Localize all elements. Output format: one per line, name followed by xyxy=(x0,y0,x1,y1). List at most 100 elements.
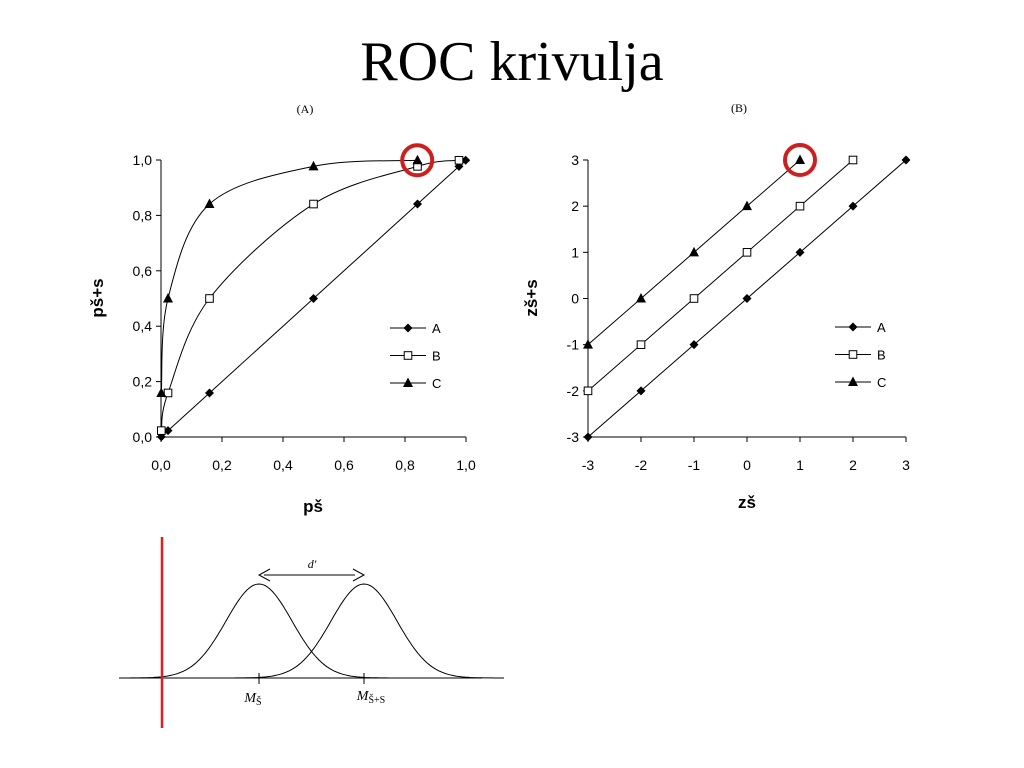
y-tick-label: -2 xyxy=(567,383,580,399)
legend-label-c: C xyxy=(877,375,886,390)
data-point-b xyxy=(848,155,858,165)
legend-marker-a xyxy=(403,323,413,333)
data-point-b xyxy=(583,386,593,396)
data-point-a xyxy=(689,340,699,350)
legend-marker-c xyxy=(848,376,858,386)
y-tick-label: -3 xyxy=(567,429,580,445)
series-markers-b xyxy=(583,154,911,442)
data-point-a xyxy=(461,155,471,165)
y-tick-label: 1,0 xyxy=(133,152,153,168)
arrowhead-left-icon xyxy=(257,568,271,582)
legend-marker-c xyxy=(403,377,413,387)
data-point-a xyxy=(848,201,858,211)
mean-label-noise: MŠ xyxy=(243,691,261,708)
legend-label-a: A xyxy=(877,320,886,335)
x-tick-label: 0,8 xyxy=(395,457,415,473)
x-tick-label: 0 xyxy=(743,457,751,473)
x-tick-label: 1,0 xyxy=(456,457,476,473)
highlight-ring-b xyxy=(783,143,817,177)
legend-marker-b xyxy=(403,351,413,360)
data-point-b xyxy=(205,294,214,303)
d-prime-label: d′ xyxy=(308,557,317,571)
highlight-ring-a xyxy=(400,143,435,178)
x-tick-label: 0,6 xyxy=(334,457,354,473)
data-point-b xyxy=(795,201,805,211)
y-tick-label: 3 xyxy=(571,152,579,168)
data-point-c xyxy=(636,293,646,303)
data-point-a xyxy=(742,294,752,303)
data-point-c xyxy=(795,154,805,164)
signal-detection-diagram: d′ MŠ MŠ+S xyxy=(119,537,504,728)
data-point-a xyxy=(309,294,318,303)
slide-title: ROC krivulja xyxy=(360,31,664,93)
y-tick-label: 1 xyxy=(571,244,579,260)
x-ticks-b: -3 -2 -1 0 1 2 3 xyxy=(582,437,910,473)
data-point-c xyxy=(742,200,752,211)
legend-marker-b xyxy=(848,350,858,359)
y-axis-label-b: zš+s xyxy=(522,279,541,316)
y-ticks-a: 0,0 0,2 0,4 0,6 0,8 1,0 xyxy=(133,152,161,445)
y-tick-label: 0,4 xyxy=(133,318,153,334)
x-tick-label: 2 xyxy=(849,457,857,473)
legend-label-a: A xyxy=(432,321,441,336)
roc-chart-a: (A) 0,0 0,2 0,4 0,6 0,8 1,0 0,0 0,2 0,4 0,6 0,8 1,… xyxy=(88,102,476,516)
data-point-b xyxy=(157,426,166,435)
data-point-c xyxy=(204,198,215,209)
y-tick-label: 0 xyxy=(571,291,579,307)
legend-marker-a xyxy=(848,322,858,332)
data-point-c xyxy=(308,160,319,171)
data-point-a xyxy=(204,388,214,398)
x-ticks-a: 0,0 0,2 0,4 0,6 0,8 1,0 xyxy=(151,437,476,473)
series-markers-a xyxy=(156,154,471,442)
y-tick-label: 0,6 xyxy=(133,263,153,279)
data-point-c xyxy=(689,246,699,257)
x-tick-label: -1 xyxy=(688,457,701,473)
data-point-b xyxy=(689,294,699,303)
panel-label-a: (A) xyxy=(297,102,314,116)
x-tick-label: 0,0 xyxy=(151,457,171,473)
x-tick-label: 3 xyxy=(902,457,910,473)
y-axis-label-a: pš+s xyxy=(88,278,107,317)
data-point-c xyxy=(156,387,167,397)
data-point-b xyxy=(309,199,318,209)
data-point-a xyxy=(795,247,805,257)
data-point-a xyxy=(901,155,911,165)
y-tick-label: 0,2 xyxy=(133,374,153,390)
distribution-curve-signal xyxy=(224,583,504,679)
y-tick-label: 2 xyxy=(571,198,579,214)
data-point-a xyxy=(163,426,173,436)
panel-label-b: (B) xyxy=(731,101,747,115)
y-tick-label: 0,0 xyxy=(133,429,153,445)
data-point-b xyxy=(636,340,646,349)
y-tick-label: 0,8 xyxy=(133,207,153,223)
y-ticks-b: -3 -2 -1 0 1 2 3 xyxy=(567,152,588,445)
mean-label-signal: MŠ+S xyxy=(356,689,385,706)
data-point-b xyxy=(454,155,464,165)
roc-chart-b: (B) -3 -2 -1 0 1 2 3 -3 -2 -1 0 1 2 3 zš zš+s ABC xyxy=(522,101,911,512)
legend-label-b: B xyxy=(877,348,886,363)
x-tick-label: 1 xyxy=(796,457,804,473)
arrowhead-right-icon xyxy=(352,568,366,582)
legend-a: ABC xyxy=(390,321,441,391)
x-tick-label: -2 xyxy=(635,457,648,473)
data-point-a xyxy=(583,432,593,442)
series-line-b xyxy=(587,159,854,392)
distribution-curve-noise xyxy=(119,583,399,679)
x-tick-label: -3 xyxy=(582,457,595,473)
legend-label-c: C xyxy=(432,376,441,391)
legend-b: ABC xyxy=(835,320,886,390)
data-point-a xyxy=(413,199,423,209)
data-point-a xyxy=(636,386,646,396)
y-tick-label: -1 xyxy=(567,337,580,353)
x-axis-label-a: pš xyxy=(303,497,323,516)
data-point-c xyxy=(163,293,174,303)
x-axis-label-b: zš xyxy=(738,493,756,512)
data-point-b xyxy=(163,388,173,398)
series-line-c xyxy=(160,159,418,393)
x-tick-label: 0,2 xyxy=(212,457,232,473)
data-point-c xyxy=(583,339,593,349)
data-point-b xyxy=(742,248,752,257)
legend-label-b: B xyxy=(432,349,441,364)
